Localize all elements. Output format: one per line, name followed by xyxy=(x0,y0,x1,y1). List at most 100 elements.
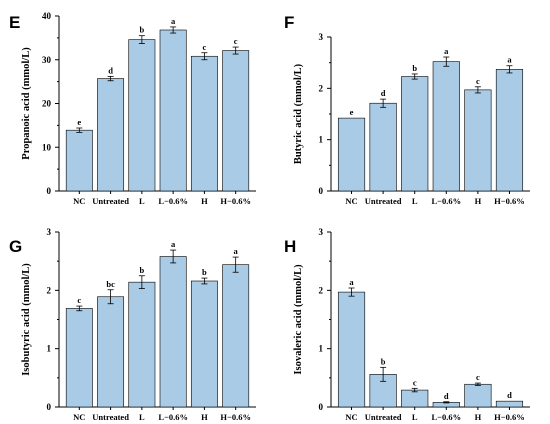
x-tick-label: L−0.6% xyxy=(431,196,461,206)
y-tick-label: 0 xyxy=(47,186,52,196)
x-tick-label: NC xyxy=(345,196,357,206)
x-tick-label: H−0.6% xyxy=(494,196,525,206)
panel-F: F 0 1 2 3 Butyric acid (mmol/L) e NC d Untreated b… xyxy=(284,13,530,206)
bar xyxy=(65,308,93,408)
significance-label: c xyxy=(413,377,417,387)
panel-E: E 0 10 20 30 40 Propanoic acid (mmol/L) e NC d Unt… xyxy=(9,11,256,206)
significance-label: b xyxy=(139,25,144,35)
significance-label: b xyxy=(139,265,144,275)
y-tick-label: 0 xyxy=(319,186,324,196)
significance-label: d xyxy=(381,88,386,98)
x-tick-label: Untreated xyxy=(92,412,129,422)
bar xyxy=(190,280,218,408)
x-tick-label: H xyxy=(475,412,482,422)
y-tick-label: 1 xyxy=(319,344,324,354)
x-tick-label: NC xyxy=(73,196,85,206)
y-axis-label: Isobutyric acid (mmol/L) xyxy=(21,263,32,376)
y-tick-label: 2 xyxy=(319,285,324,295)
panel-H: H 0 1 2 3 Isovaleric acid (mmol/L) a NC b Untreat… xyxy=(284,227,530,422)
significance-label: c xyxy=(234,36,238,46)
bar xyxy=(464,383,492,408)
y-tick-label: 20 xyxy=(42,99,52,109)
x-tick-label: H−0.6% xyxy=(494,412,525,422)
significance-label: c xyxy=(476,372,480,382)
x-tick-label: H xyxy=(201,196,208,206)
bar xyxy=(128,281,156,408)
x-tick-label: H xyxy=(475,196,482,206)
y-tick-label: 2 xyxy=(319,83,324,93)
bar xyxy=(222,264,250,408)
bar xyxy=(190,55,218,192)
x-tick-label: H xyxy=(201,412,208,422)
x-tick-label: NC xyxy=(73,412,85,422)
y-tick-label: 1 xyxy=(47,344,52,354)
significance-label: b xyxy=(202,267,207,277)
significance-label: c xyxy=(476,76,480,86)
panel-letter: G xyxy=(9,237,22,256)
significance-label: bc xyxy=(106,279,115,289)
x-tick-label: L xyxy=(139,196,145,206)
significance-label: d xyxy=(507,390,512,400)
bar xyxy=(401,389,429,408)
significance-label: c xyxy=(203,42,207,52)
bar xyxy=(159,29,187,192)
x-tick-label: Untreated xyxy=(92,196,129,206)
bar xyxy=(401,76,429,192)
significance-label: a xyxy=(507,55,512,65)
y-tick-label: 3 xyxy=(47,227,52,237)
bar xyxy=(495,69,524,192)
bar xyxy=(97,296,125,408)
y-tick-label: 2 xyxy=(47,285,52,295)
x-tick-label: H−0.6% xyxy=(220,412,251,422)
x-tick-label: L xyxy=(412,412,418,422)
x-tick-label: L−0.6% xyxy=(158,196,188,206)
bar xyxy=(65,129,93,192)
significance-label: b xyxy=(412,63,417,73)
bar xyxy=(432,61,460,192)
significance-label: e xyxy=(350,107,354,117)
y-tick-label: 0 xyxy=(47,402,52,412)
significance-label: a xyxy=(234,246,239,256)
panel-letter: F xyxy=(284,13,294,32)
x-tick-label: H−0.6% xyxy=(220,196,251,206)
significance-label: b xyxy=(381,356,386,366)
y-tick-label: 30 xyxy=(42,55,52,65)
bar xyxy=(337,291,366,408)
y-tick-label: 3 xyxy=(319,227,324,237)
bar xyxy=(495,400,524,408)
y-tick-label: 10 xyxy=(42,142,52,152)
panel-letter: E xyxy=(9,13,20,32)
y-tick-label: 3 xyxy=(319,32,324,42)
y-axis-label: Propanoic acid (mmol/L) xyxy=(21,47,32,160)
significance-label: a xyxy=(444,46,449,56)
bar xyxy=(159,256,187,408)
bar xyxy=(97,78,125,192)
significance-label: e xyxy=(77,117,81,127)
panel-letter: H xyxy=(284,237,296,256)
significance-label: c xyxy=(77,295,81,305)
significance-label: a xyxy=(171,239,176,249)
y-tick-label: 40 xyxy=(42,11,52,21)
y-axis-label: Isovaleric acid (mmol/L) xyxy=(293,264,304,375)
bar xyxy=(464,89,492,192)
y-tick-label: 1 xyxy=(319,135,324,145)
y-tick-label: 0 xyxy=(319,402,324,412)
significance-label: d xyxy=(444,391,449,401)
x-tick-label: L xyxy=(139,412,145,422)
bar xyxy=(337,117,366,192)
y-axis-label: Butyric acid (mmol/L) xyxy=(293,63,304,164)
significance-label: d xyxy=(108,65,113,75)
bar xyxy=(222,50,250,192)
bar xyxy=(128,39,156,192)
significance-label: a xyxy=(171,16,176,26)
panel-G: G 0 1 2 3 Isobutyric acid (mmol/L) c NC bc Untrea… xyxy=(9,227,256,422)
x-tick-label: Untreated xyxy=(365,412,402,422)
x-tick-label: L−0.6% xyxy=(431,412,461,422)
x-tick-label: L xyxy=(412,196,418,206)
x-tick-label: Untreated xyxy=(365,196,402,206)
bar xyxy=(369,102,397,192)
x-tick-label: L−0.6% xyxy=(158,412,188,422)
x-tick-label: NC xyxy=(345,412,357,422)
significance-label: a xyxy=(349,277,354,287)
